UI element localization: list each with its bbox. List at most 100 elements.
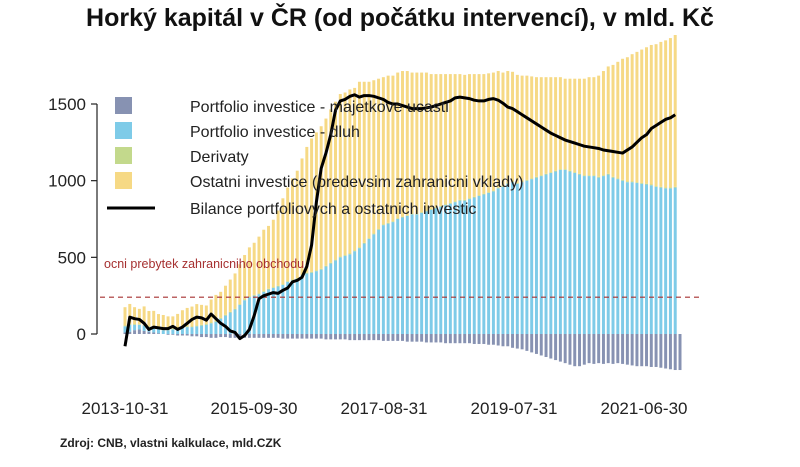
bar-equity — [190, 334, 194, 337]
bar-derivatives — [415, 213, 419, 215]
bar-equity — [549, 334, 553, 359]
x-tick-label: 2019-07-31 — [471, 399, 558, 418]
bar-derivatives — [468, 198, 471, 200]
bar-debt — [200, 325, 204, 334]
bar-equity — [539, 334, 543, 356]
bar-debt — [458, 200, 462, 334]
bar-equity — [343, 334, 347, 340]
bar-debt — [185, 327, 189, 334]
bar-other — [233, 273, 237, 309]
bar-derivatives — [190, 326, 194, 328]
bar-equity — [439, 334, 443, 343]
bar-debt — [381, 225, 385, 334]
bar-derivatives — [434, 207, 438, 209]
bar-debt — [204, 324, 208, 334]
bar-debt — [420, 212, 424, 334]
x-tick-label: 2021-06-30 — [601, 399, 688, 418]
bar-debt — [161, 330, 165, 334]
bar-derivatives — [625, 181, 629, 183]
bar-other — [209, 299, 213, 323]
bar-other — [147, 311, 151, 327]
bar-derivatives — [611, 176, 615, 178]
bar-derivatives — [635, 182, 639, 183]
bar-debt — [659, 187, 663, 334]
bar-debt — [525, 180, 529, 334]
bar-debt — [180, 327, 184, 334]
bar-other — [458, 74, 462, 200]
y-tick-label: 500 — [58, 248, 86, 267]
bar-equity — [568, 334, 572, 365]
bar-other — [592, 77, 596, 176]
bar-other — [161, 314, 165, 330]
bar-other — [238, 264, 242, 305]
bar-debt — [453, 202, 457, 334]
bar-derivatives — [649, 184, 653, 186]
bar-debt — [472, 197, 476, 334]
bar-equity — [252, 334, 256, 338]
bar-equity — [223, 334, 227, 338]
bar-derivatives — [228, 311, 232, 313]
bar-debt — [343, 255, 347, 334]
bar-equity — [410, 334, 414, 342]
bar-derivatives — [539, 175, 543, 177]
bar-derivatives — [295, 278, 299, 279]
bar-other — [200, 304, 204, 325]
bar-equity — [616, 334, 620, 364]
bar-derivatives — [357, 247, 361, 249]
bar-equity — [267, 334, 271, 338]
bar-debt — [592, 176, 596, 334]
bar-equity — [171, 334, 175, 335]
bar-other — [621, 58, 625, 180]
bar-other — [190, 306, 194, 327]
bar-other — [563, 78, 567, 170]
bar-derivatives — [401, 216, 404, 218]
legend-swatch — [115, 122, 132, 139]
bar-equity — [262, 334, 266, 338]
bar-other — [166, 316, 170, 330]
bar-other — [310, 138, 314, 272]
bar-debt — [477, 196, 481, 334]
bar-equity — [611, 334, 615, 364]
bar-debt — [549, 173, 553, 334]
bar-derivatives — [281, 284, 285, 285]
bar-derivatives — [424, 210, 428, 212]
bar-other — [534, 77, 538, 177]
bar-equity — [582, 334, 586, 365]
bar-equity — [377, 334, 381, 341]
bar-other — [276, 210, 280, 286]
bar-debt — [630, 182, 634, 334]
bar-debt — [625, 182, 629, 334]
bar-equity — [247, 334, 251, 338]
bar-derivatives — [563, 169, 567, 170]
bar-equity — [511, 334, 515, 348]
bar-other — [664, 40, 668, 188]
bar-derivatives — [238, 304, 242, 305]
bar-derivatives — [453, 201, 457, 203]
bar-debt — [319, 269, 323, 334]
bar-derivatives — [654, 186, 658, 187]
bar-debt — [491, 191, 495, 334]
bar-debt — [410, 214, 414, 334]
bar-derivatives — [664, 187, 668, 189]
bar-equity — [362, 334, 366, 341]
bar-equity — [448, 334, 452, 344]
bar-other — [334, 101, 337, 260]
bar-other — [429, 74, 433, 210]
bar-equity — [664, 334, 668, 369]
bar-other — [319, 126, 323, 269]
bar-debt — [544, 174, 548, 334]
bar-derivatives — [568, 170, 572, 172]
bar-derivatives — [525, 179, 529, 181]
bar-other — [511, 71, 515, 182]
bar-derivatives — [597, 176, 601, 178]
bar-debt — [262, 291, 266, 334]
bar-equity — [621, 334, 625, 364]
bar-other — [176, 313, 180, 328]
bar-equity — [496, 334, 500, 346]
bar-debt — [401, 217, 404, 334]
bar-other — [668, 38, 672, 188]
bar-equity — [147, 331, 151, 334]
bar-derivatives — [616, 178, 620, 180]
bar-other — [401, 71, 404, 217]
